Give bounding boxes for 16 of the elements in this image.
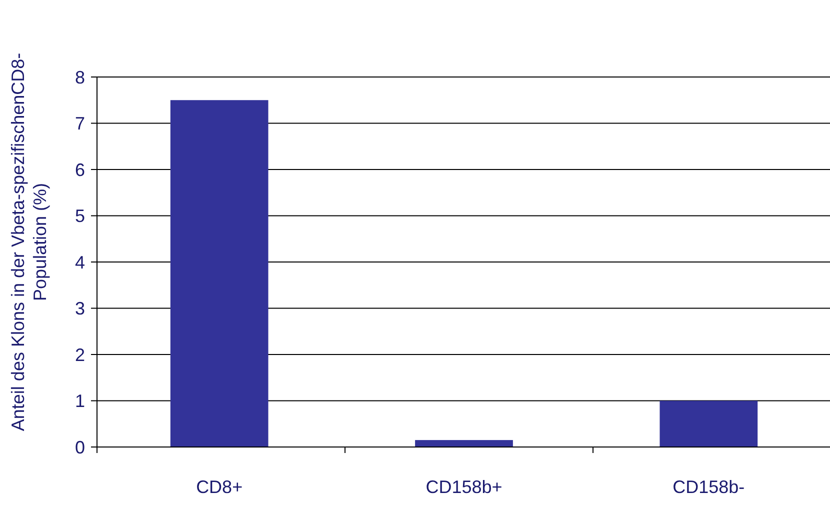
y-tick-label: 8 bbox=[74, 67, 85, 88]
x-tick-label: CD8+ bbox=[196, 477, 243, 497]
x-tick-label: CD158b- bbox=[672, 477, 745, 497]
y-tick-label: 2 bbox=[74, 344, 85, 365]
x-tick-label: CD158b+ bbox=[426, 477, 502, 497]
y-axis-title: Anteil des Klons in der Vbeta-spezifischenCD8- Population (%) bbox=[8, 52, 50, 432]
y-tick-label: 4 bbox=[74, 252, 85, 272]
y-tick-label: 1 bbox=[74, 391, 85, 412]
bar bbox=[170, 100, 268, 447]
y-tick-label: 5 bbox=[74, 206, 85, 226]
y-tick-label: 6 bbox=[74, 160, 85, 180]
y-tick-label: 0 bbox=[74, 437, 85, 458]
bar bbox=[660, 400, 758, 447]
y-tick-label: 7 bbox=[74, 114, 85, 134]
y-tick-label: 3 bbox=[74, 298, 85, 319]
bar bbox=[415, 440, 513, 447]
